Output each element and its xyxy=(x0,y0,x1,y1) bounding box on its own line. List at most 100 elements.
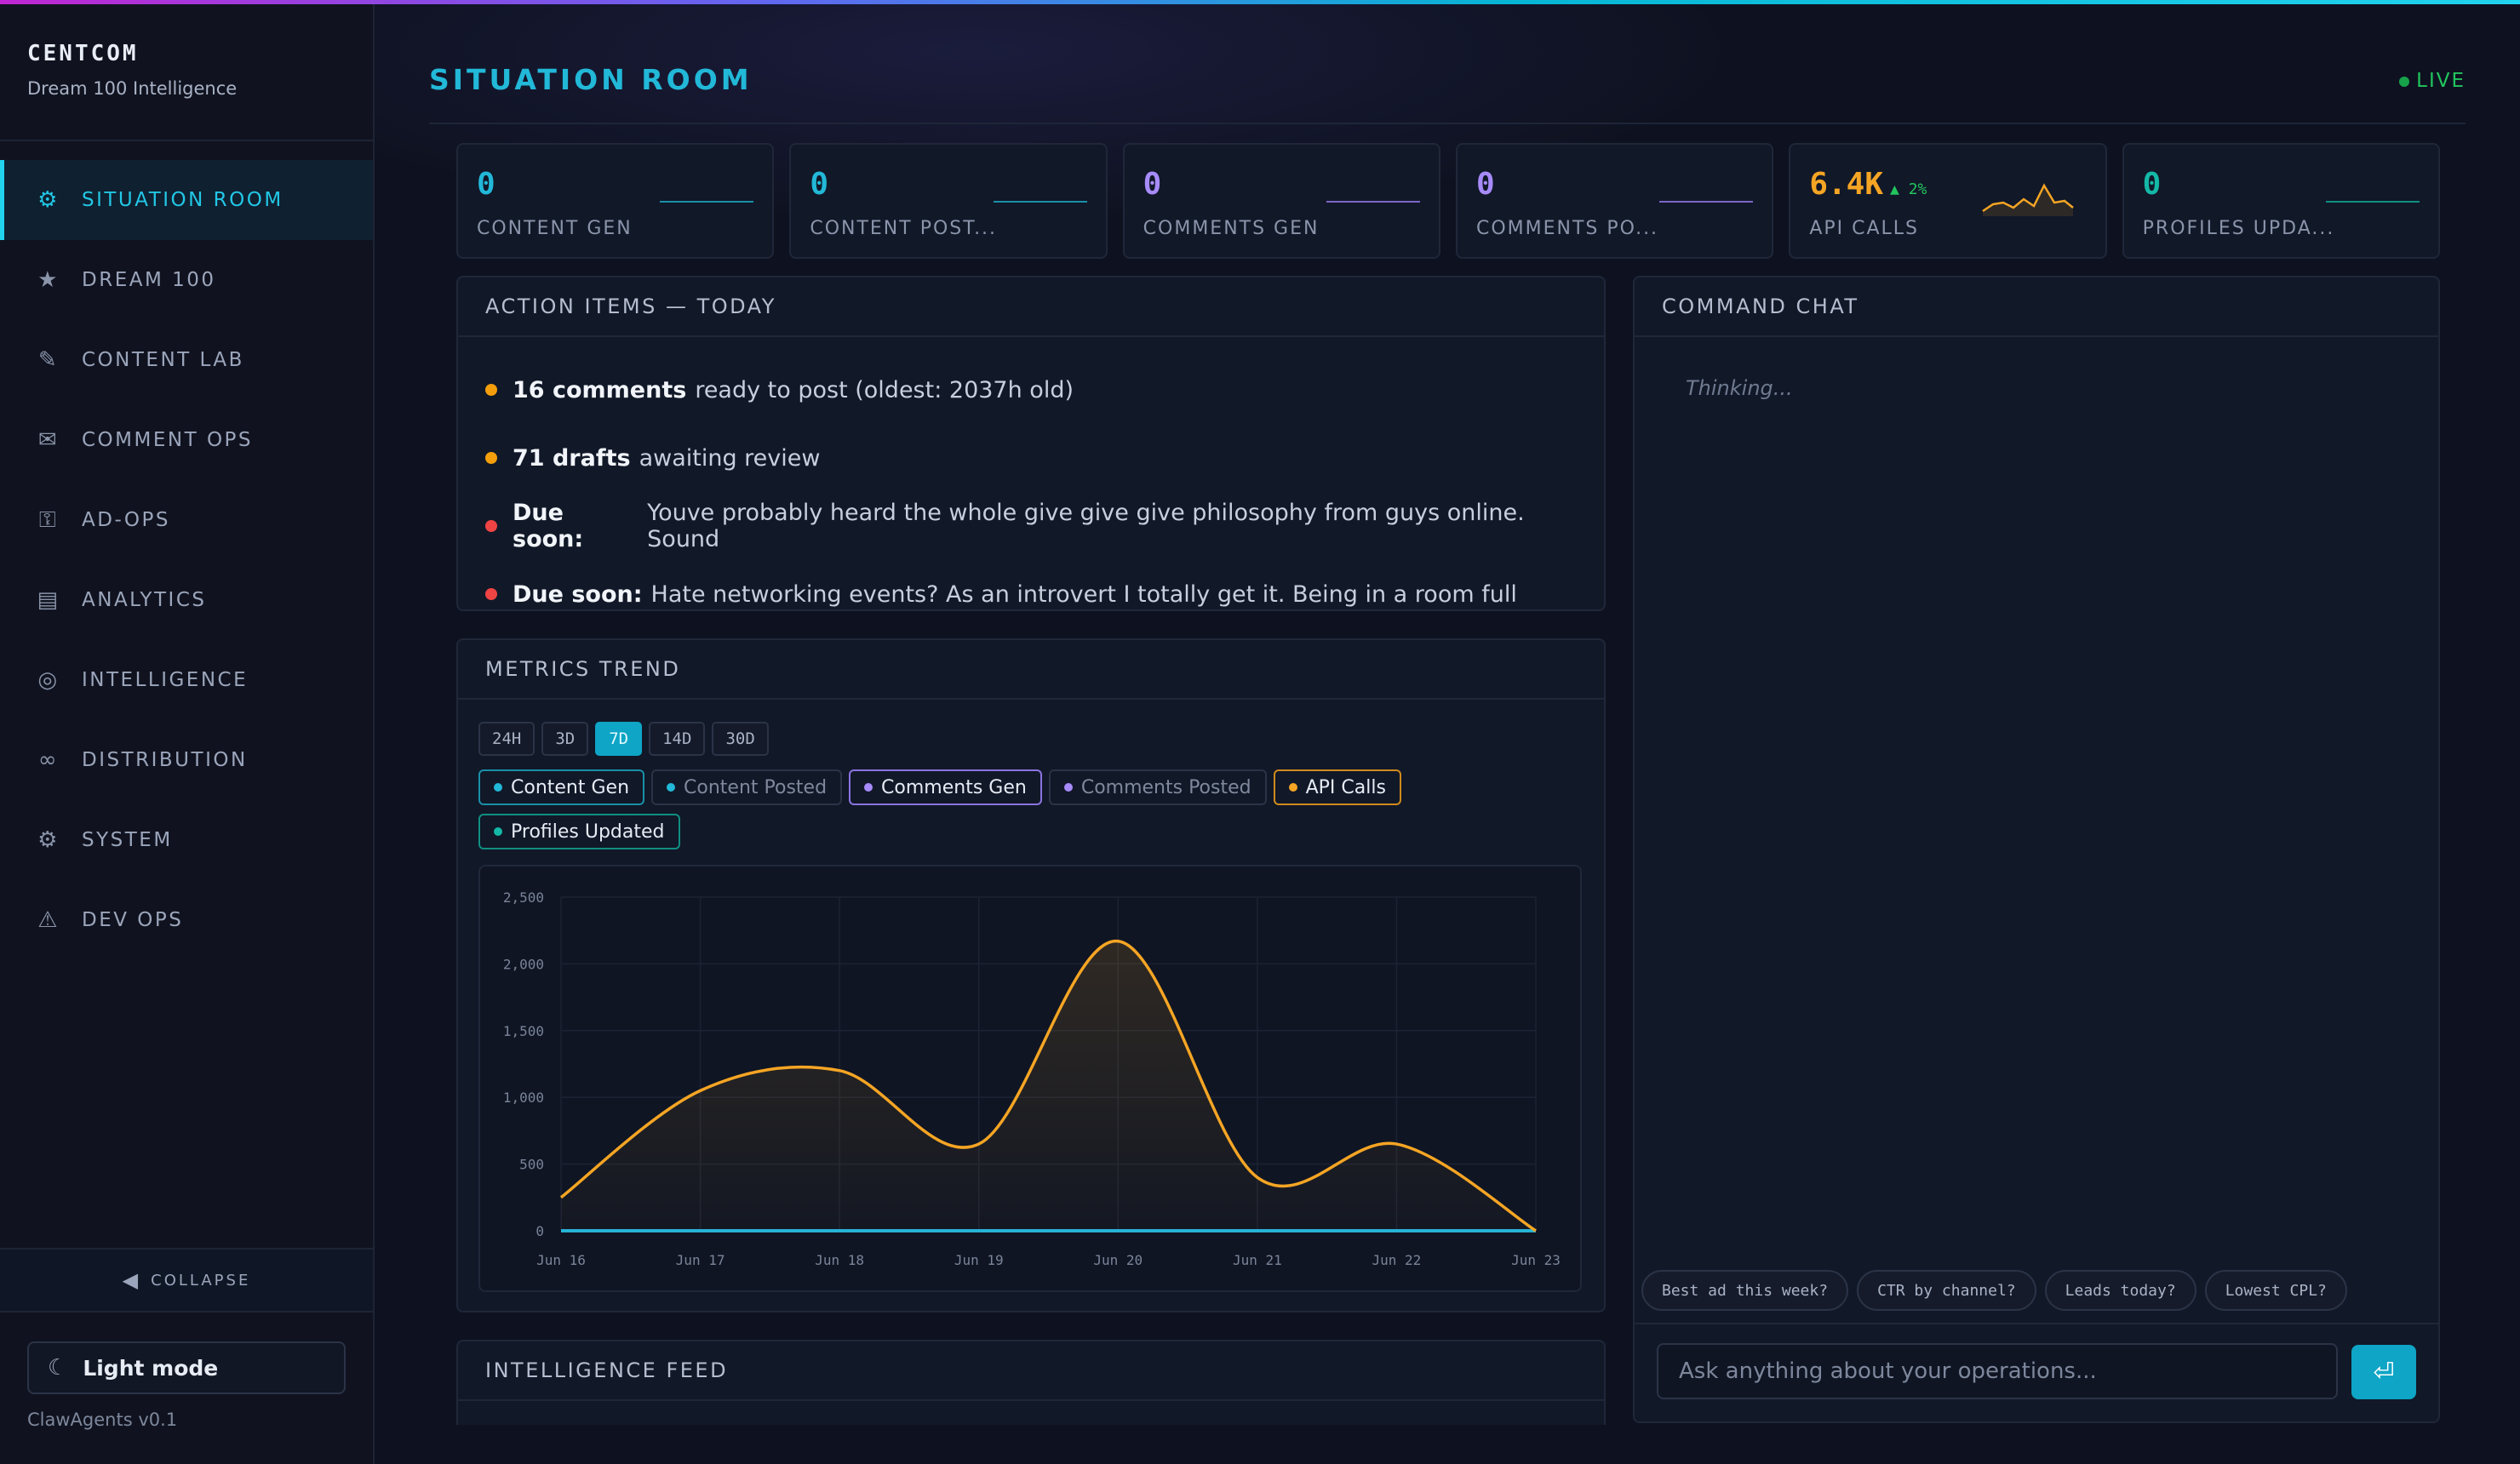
chat-input[interactable]: Ask anything about your operations... xyxy=(1657,1343,2338,1399)
action-item[interactable]: Due soon: Youve probably heard the whole… xyxy=(485,492,1577,560)
light-mode-label: Light mode xyxy=(83,1355,219,1381)
series-toggle-content-gen[interactable]: Content Gen xyxy=(478,769,645,805)
sparkline xyxy=(993,201,1087,203)
action-bold: Due soon: xyxy=(513,500,584,552)
kpi-value: 0 xyxy=(1475,167,1495,202)
sparkline xyxy=(1326,201,1420,203)
divider xyxy=(429,123,2466,124)
sidebar-item-label: AD-OPS xyxy=(82,509,170,531)
sidebar-item-situation-room[interactable]: ⚙ SITUATION ROOM xyxy=(0,160,373,240)
sidebar-item-system[interactable]: ⚙ SYSTEM xyxy=(0,800,373,880)
action-text: ready to post (oldest: 2037h old) xyxy=(695,376,1074,403)
suggestion-chip[interactable]: Leads today? xyxy=(2044,1270,2196,1311)
y-tick-label: 1,000 xyxy=(503,1089,544,1106)
live-label: LIVE xyxy=(2416,70,2466,92)
series-toggle-content-posted[interactable]: Content Posted xyxy=(651,769,843,805)
range-button-30d[interactable]: 30D xyxy=(712,722,769,756)
action-bold: 71 drafts xyxy=(513,444,631,472)
action-item[interactable]: Due soon: Hate networking events? As an … xyxy=(485,560,1577,628)
sparkline xyxy=(1981,183,2074,216)
suggestion-chip[interactable]: Lowest CPL? xyxy=(2204,1270,2347,1311)
version-label: ClawAgents v0.1 xyxy=(27,1410,178,1430)
kpi-card-profiles-updated[interactable]: 0 PROFILES UPDA... xyxy=(2122,143,2440,259)
chat-status: Thinking... xyxy=(1686,376,1793,400)
y-tick-label: 1,500 xyxy=(503,1023,544,1039)
collapse-icon: ◀ xyxy=(122,1268,141,1292)
sparkline xyxy=(2325,201,2420,203)
x-tick-label: Jun 20 xyxy=(1093,1252,1143,1268)
series-dot-icon xyxy=(494,783,502,792)
x-tick-label: Jun 21 xyxy=(1233,1252,1282,1268)
range-button-7d[interactable]: 7D xyxy=(595,722,643,756)
y-tick-label: 0 xyxy=(536,1223,544,1239)
series-label: Comments Gen xyxy=(881,776,1027,798)
sidebar-item-label: INTELLIGENCE xyxy=(82,669,249,691)
pencil-icon: ✎ xyxy=(37,347,60,373)
key-icon: ⚿ xyxy=(38,506,59,533)
sidebar-item-ad-ops[interactable]: ⚿ AD-OPS xyxy=(0,480,373,560)
x-tick-label: Jun 19 xyxy=(954,1252,1004,1268)
kpi-value: 0 xyxy=(477,167,495,202)
kpi-value: 6.4K ▲ 2% xyxy=(1809,167,1927,202)
divider xyxy=(1635,1323,2438,1324)
action-bold: 16 comments xyxy=(513,376,687,403)
series-toggles: Content Gen Content Posted Comments Gen … xyxy=(478,769,1585,849)
series-dot-icon xyxy=(1063,783,1073,792)
kpi-label: CONTENT GEN xyxy=(477,218,633,239)
sidebar-item-label: DREAM 100 xyxy=(82,269,216,291)
series-dot-icon xyxy=(667,783,676,792)
kpi-delta: ▲ 2% xyxy=(1890,180,1927,198)
status-dot-icon xyxy=(485,588,497,600)
action-item[interactable]: 16 comments ready to post (oldest: 2037h… xyxy=(485,356,1577,424)
kpi-card-api-calls[interactable]: 6.4K ▲ 2% API CALLS xyxy=(1789,143,2107,259)
collapse-button[interactable]: ◀ COLLAPSE xyxy=(0,1248,373,1312)
send-button[interactable]: ⏎ xyxy=(2351,1345,2416,1399)
kpi-card-content-posted[interactable]: 0 CONTENT POST... xyxy=(789,143,1108,259)
action-item[interactable]: 71 drafts awaiting review xyxy=(485,424,1577,492)
range-button-24h[interactable]: 24H xyxy=(478,722,536,756)
range-button-14d[interactable]: 14D xyxy=(649,722,706,756)
kpi-value-number: 6.4K xyxy=(1809,167,1884,202)
kpi-row: 0 CONTENT GEN 0 CONTENT POST... 0 COMMEN… xyxy=(456,143,2440,259)
sidebar-item-label: COMMENT OPS xyxy=(82,429,254,451)
sidebar-item-dev-ops[interactable]: ⚠ DEV OPS xyxy=(0,880,373,960)
kpi-label: COMMENTS PO... xyxy=(1475,218,1659,239)
infinity-icon: ∞ xyxy=(37,747,60,773)
kpi-label: CONTENT POST... xyxy=(810,218,998,239)
top-accent-bar xyxy=(0,0,2520,4)
sidebar-item-comment-ops[interactable]: ✉ COMMENT OPS xyxy=(0,400,373,480)
kpi-label: API CALLS xyxy=(1809,218,1919,239)
x-tick-label: Jun 16 xyxy=(536,1252,586,1268)
kpi-card-content-gen[interactable]: 0 CONTENT GEN xyxy=(456,143,775,259)
series-label: Profiles Updated xyxy=(511,821,665,843)
light-mode-button[interactable]: ☾ Light mode xyxy=(27,1341,346,1394)
sidebar-item-dream-100[interactable]: ★ DREAM 100 xyxy=(0,240,373,320)
moon-icon: ☾ xyxy=(48,1355,68,1381)
kpi-card-comments-gen[interactable]: 0 COMMENTS GEN xyxy=(1122,143,1440,259)
sidebar-item-distribution[interactable]: ∞ DISTRIBUTION xyxy=(0,720,373,800)
series-toggle-comments-posted[interactable]: Comments Posted xyxy=(1048,769,1267,805)
sidebar-item-label: SITUATION ROOM xyxy=(82,189,284,211)
series-toggle-profiles-updated[interactable]: Profiles Updated xyxy=(478,814,680,849)
series-toggle-api-calls[interactable]: API Calls xyxy=(1273,769,1401,805)
sidebar-item-intelligence[interactable]: ◎ INTELLIGENCE xyxy=(0,640,373,720)
range-selector: 24H 3D 7D 14D 30D xyxy=(478,722,769,756)
sidebar-item-analytics[interactable]: ▤ ANALYTICS xyxy=(0,560,373,640)
sidebar-item-label: DISTRIBUTION xyxy=(82,749,248,771)
sidebar-item-content-lab[interactable]: ✎ CONTENT LAB xyxy=(0,320,373,400)
panel-title: COMMAND CHAT xyxy=(1635,277,2438,337)
kpi-card-comments-posted[interactable]: 0 COMMENTS PO... xyxy=(1455,143,1774,259)
panel-title: ACTION ITEMS — TODAY xyxy=(458,277,1604,337)
divider xyxy=(0,140,373,141)
page-title: SITUATION ROOM xyxy=(429,63,753,96)
sidebar-item-label: DEV OPS xyxy=(82,909,184,931)
envelope-icon: ✉ xyxy=(37,427,60,453)
action-text: awaiting review xyxy=(639,444,821,472)
range-button-3d[interactable]: 3D xyxy=(541,722,589,756)
suggestion-chip[interactable]: Best ad this week? xyxy=(1641,1270,1849,1311)
series-toggle-comments-gen[interactable]: Comments Gen xyxy=(849,769,1042,805)
action-bold: Due soon: xyxy=(513,580,643,608)
y-tick-label: 2,500 xyxy=(503,889,544,906)
suggestion-chip[interactable]: CTR by channel? xyxy=(1857,1270,2036,1311)
sidebar-item-label: ANALYTICS xyxy=(82,589,207,611)
